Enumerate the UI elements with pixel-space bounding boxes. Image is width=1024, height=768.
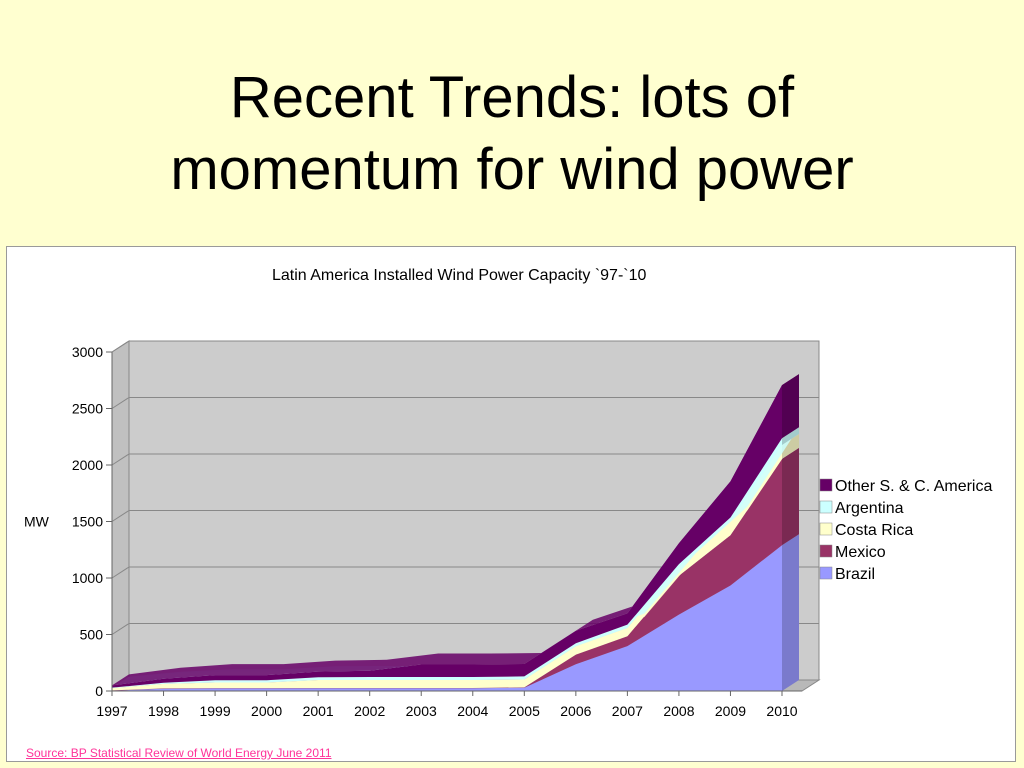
gridline-side	[111, 397, 130, 409]
area-end-face	[782, 374, 799, 439]
slide-title-line-2: momentum for wind power	[170, 137, 854, 202]
x-tick-label: 2007	[612, 703, 643, 719]
gridline-side	[111, 566, 130, 579]
y-tick-label: 2000	[72, 457, 103, 473]
x-tick-label: 1997	[96, 703, 127, 719]
slide-title: Recent Trends: lots of momentum for wind…	[0, 62, 1024, 206]
legend-label: Brazil	[835, 566, 875, 583]
source-link[interactable]: Source: BP Statistical Review of World E…	[26, 746, 332, 760]
y-tick-label: 3000	[72, 344, 103, 360]
area-end-face	[782, 427, 799, 445]
legend-swatch	[819, 522, 833, 536]
legend-label: Mexico	[835, 544, 886, 561]
legend-item: Other S. & C. America	[819, 478, 992, 495]
chart-svg: Latin America Installed Wind Power Capac…	[24, 267, 992, 719]
x-tick-label: 2006	[560, 703, 591, 719]
x-tick-label: 2001	[303, 703, 334, 719]
legend-swatch	[819, 544, 833, 558]
x-tick-label: 2000	[251, 703, 282, 719]
legend-item: Costa Rica	[819, 522, 913, 539]
x-tick-label: 2009	[715, 703, 746, 719]
gridline-side	[111, 510, 130, 522]
y-tick-label: 500	[80, 627, 104, 643]
y-tick-label: 1000	[72, 570, 103, 586]
area-end-face	[782, 534, 799, 691]
gridline-side	[111, 453, 130, 466]
legend-label: Argentina	[835, 500, 904, 517]
x-tick-label: 2005	[509, 703, 540, 719]
legend-swatch	[819, 478, 833, 492]
area-front-face	[112, 545, 782, 691]
legend-item: Brazil	[819, 566, 875, 583]
x-tick-label: 2004	[457, 703, 488, 719]
y-tick-label: 1500	[72, 514, 103, 530]
x-tick-label: 2008	[663, 703, 694, 719]
x-tick-label: 2002	[354, 703, 385, 719]
gridline-side	[111, 623, 130, 635]
legend-item: Argentina	[819, 500, 904, 517]
x-tick-label: 2003	[406, 703, 437, 719]
y-tick-label: 0	[95, 683, 103, 699]
legend-swatch	[819, 566, 833, 580]
legend-item: Mexico	[819, 544, 886, 561]
chart-panel: Latin America Installed Wind Power Capac…	[6, 246, 1016, 762]
area-end-face	[782, 433, 799, 459]
x-tick-label: 1999	[199, 703, 230, 719]
slide-title-line-1: Recent Trends: lots of	[229, 65, 795, 130]
y-axis-label: MW	[24, 514, 50, 530]
gridline-side	[111, 340, 130, 353]
legend-label: Other S. & C. America	[835, 478, 992, 495]
series-mexico	[112, 447, 799, 691]
x-tick-label: 2010	[766, 703, 797, 719]
y-tick-label: 2500	[72, 401, 103, 417]
x-tick-label: 1998	[148, 703, 179, 719]
series-brazil	[112, 534, 799, 691]
legend-swatch	[819, 500, 833, 514]
legend-label: Costa Rica	[835, 522, 913, 539]
chart-title: Latin America Installed Wind Power Capac…	[272, 267, 646, 284]
series-other-s-c-america	[112, 374, 799, 688]
area-end-face	[782, 447, 799, 546]
